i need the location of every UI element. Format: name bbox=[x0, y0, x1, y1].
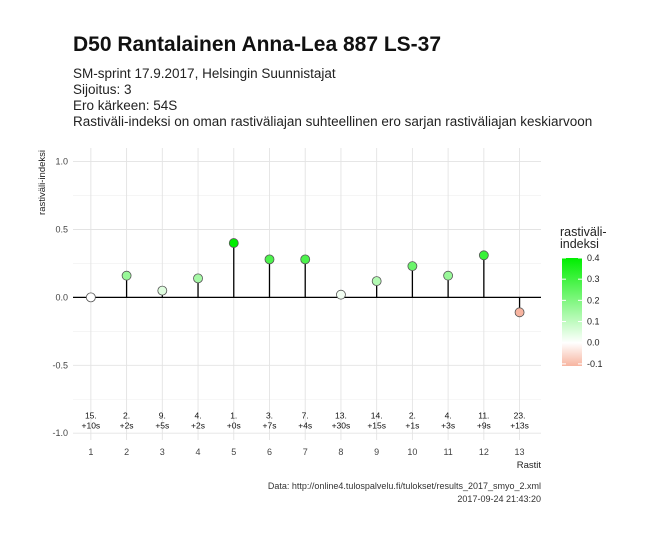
data-point bbox=[85, 292, 96, 303]
point-label-diff: +4s bbox=[298, 420, 312, 430]
point-label-rank: 4. bbox=[445, 410, 452, 420]
x-tick-label: 5 bbox=[231, 447, 236, 457]
data-point bbox=[264, 254, 275, 265]
subtitle-rank: Sijoitus: 3 bbox=[73, 82, 132, 97]
data-point bbox=[371, 276, 382, 286]
subtitle-event: SM-sprint 17.9.2017, Helsingin Suunnista… bbox=[73, 66, 336, 81]
x-tick-label: 2 bbox=[124, 447, 129, 457]
point-label-rank: 2. bbox=[409, 410, 416, 420]
x-tick-label: 7 bbox=[303, 447, 308, 457]
y-tick-label: 1.0 bbox=[55, 157, 68, 167]
timestamp-caption: 2017-09-24 21:43:20 bbox=[457, 494, 541, 504]
chart-title: D50 Rantalainen Anna-Lea 887 LS-37 bbox=[73, 33, 442, 56]
point-label-rank: 1. bbox=[230, 410, 237, 420]
legend-label: 0.0 bbox=[587, 338, 600, 348]
point-label-diff: +5s bbox=[155, 420, 169, 430]
point-label-rank: 9. bbox=[159, 410, 166, 420]
legend-label: 0.2 bbox=[587, 295, 600, 305]
point-label-rank: 2. bbox=[123, 410, 130, 420]
point-label-rank: 7. bbox=[302, 410, 309, 420]
point-label-rank: 15. bbox=[85, 410, 97, 420]
point-label-rank: 3. bbox=[266, 410, 273, 420]
data-point bbox=[157, 285, 168, 296]
legend-label: 0.1 bbox=[587, 317, 600, 327]
point-label-rank: 4. bbox=[194, 410, 201, 420]
data-point bbox=[443, 270, 454, 281]
x-tick-label: 10 bbox=[407, 447, 417, 457]
legend-title: indeksi bbox=[560, 237, 599, 251]
data-point bbox=[336, 289, 346, 300]
point-label-diff: +30s bbox=[332, 420, 351, 430]
x-tick-label: 13 bbox=[515, 447, 525, 457]
data-point bbox=[300, 254, 311, 265]
y-tick-label: 0.0 bbox=[55, 292, 68, 302]
data-point bbox=[407, 261, 418, 272]
legend-label: 0.3 bbox=[587, 274, 600, 284]
point-label-rank: 14. bbox=[371, 410, 383, 420]
point-label-diff: +3s bbox=[441, 420, 455, 430]
point-label-rank: 11. bbox=[478, 410, 489, 420]
x-tick-label: 3 bbox=[160, 447, 165, 457]
legend-label: 0.4 bbox=[587, 253, 600, 263]
x-tick-label: 11 bbox=[443, 447, 452, 457]
x-tick-label: 4 bbox=[196, 447, 201, 457]
point-label-rank: 23. bbox=[514, 410, 526, 420]
y-tick-label: 0.5 bbox=[55, 224, 68, 234]
x-axis-title: Rastit bbox=[517, 460, 542, 471]
subtitle-gap: Ero kärkeen: 54S bbox=[73, 98, 178, 113]
point-label-diff: +9s bbox=[477, 420, 491, 430]
point-label-diff: +2s bbox=[191, 420, 205, 430]
point-label-diff: +13s bbox=[510, 420, 529, 430]
legend-label: -0.1 bbox=[587, 359, 603, 369]
subtitle-description: Rastiväli-indeksi on oman rastiväliajan … bbox=[73, 114, 593, 129]
point-label-diff: +10s bbox=[82, 420, 101, 430]
data-point bbox=[193, 273, 203, 284]
data-source-caption: Data: http://online4.tulospalvelu.fi/tul… bbox=[267, 481, 541, 491]
point-label-rank: 13. bbox=[335, 410, 347, 420]
legend-colorbar bbox=[562, 258, 582, 366]
data-point bbox=[121, 270, 132, 281]
y-tick-label: -1.0 bbox=[52, 428, 68, 438]
point-label-diff: +2s bbox=[120, 420, 134, 430]
x-tick-label: 9 bbox=[374, 447, 379, 457]
legend-title: rastiväli- bbox=[560, 225, 607, 239]
y-tick-label: -0.5 bbox=[52, 360, 68, 370]
point-label-diff: +0s bbox=[227, 420, 241, 430]
x-tick-label: 1 bbox=[88, 447, 93, 457]
y-axis-title: rastiväli-indeksi bbox=[37, 150, 48, 215]
x-tick-label: 8 bbox=[338, 447, 343, 457]
data-point bbox=[228, 238, 239, 248]
data-point bbox=[514, 307, 525, 318]
x-tick-label: 12 bbox=[479, 447, 489, 457]
point-label-diff: +7s bbox=[263, 420, 277, 430]
data-point bbox=[478, 250, 489, 261]
point-label-diff: +15s bbox=[367, 420, 386, 430]
x-tick-label: 6 bbox=[267, 447, 272, 457]
point-label-diff: +1s bbox=[405, 420, 419, 430]
